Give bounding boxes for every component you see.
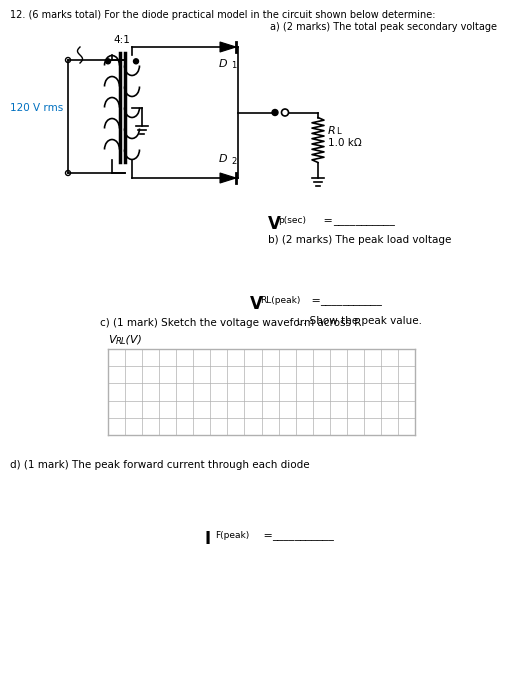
Text: c) (1 mark) Sketch the voltage waveform across R: c) (1 mark) Sketch the voltage waveform … [100,318,361,328]
Text: D: D [218,154,227,164]
Circle shape [134,59,138,64]
Text: 2: 2 [231,157,236,166]
Text: D: D [218,59,227,69]
Text: b) (2 marks) The peak load voltage: b) (2 marks) The peak load voltage [268,235,452,245]
Circle shape [272,109,278,115]
Polygon shape [220,42,236,52]
Text: 1.0 kΩ: 1.0 kΩ [328,137,362,148]
Text: ___________: ___________ [320,296,382,306]
Text: ___________: ___________ [272,531,334,541]
Text: V: V [250,295,263,313]
Polygon shape [220,173,236,183]
Text: L: L [296,318,301,327]
Text: I: I [205,530,211,548]
Text: =: = [308,296,321,306]
Text: 4:1: 4:1 [114,35,130,45]
Text: p(sec): p(sec) [278,216,306,225]
Text: 1: 1 [231,61,236,70]
Circle shape [105,59,111,64]
Text: =: = [260,531,273,541]
Text: 12. (6 marks total) For the diode practical model in the circuit shown below det: 12. (6 marks total) For the diode practi… [10,10,435,20]
Text: ___________: ___________ [333,216,395,226]
Text: (V): (V) [122,335,142,345]
Text: V: V [108,335,116,345]
Text: a) (2 marks) The total peak secondary voltage: a) (2 marks) The total peak secondary vo… [270,22,497,32]
Text: 120 V rms: 120 V rms [10,103,63,113]
Text: RL(peak): RL(peak) [260,296,300,305]
Text: F(peak): F(peak) [215,531,249,540]
Text: RL: RL [116,337,126,346]
Text: d) (1 mark) The peak forward current through each diode: d) (1 mark) The peak forward current thr… [10,460,310,470]
Text: R: R [328,126,336,135]
Text: V: V [268,215,281,233]
Text: =: = [320,216,333,226]
Text: L: L [336,128,341,137]
Text: . Show the peak value.: . Show the peak value. [303,316,422,326]
